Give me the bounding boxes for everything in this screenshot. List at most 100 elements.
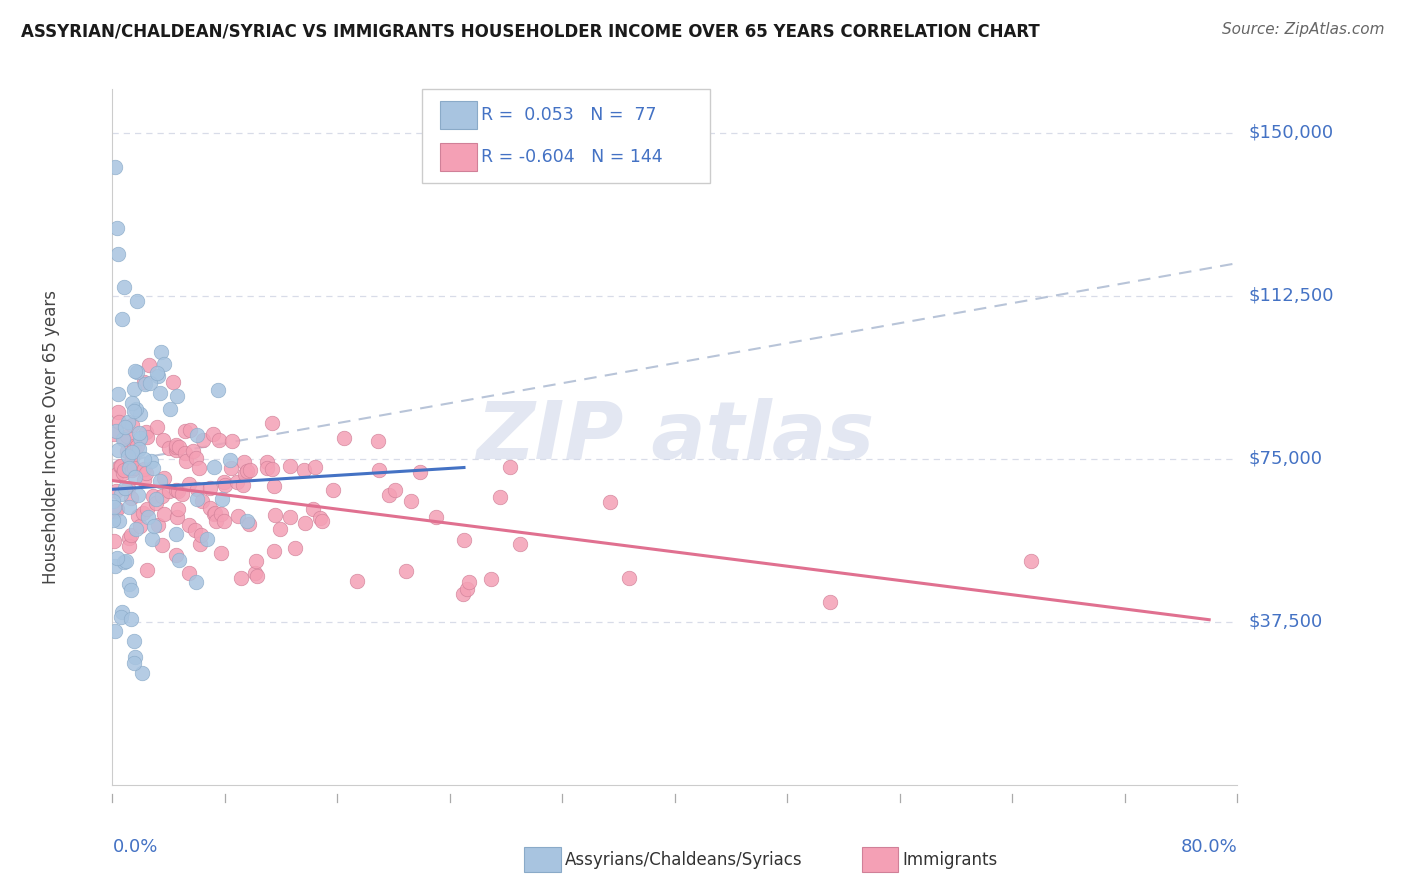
Point [122,438,145,452]
Point [134,376,156,391]
Point [108,514,131,528]
Point [226,508,249,523]
Point [117,449,139,463]
Point [115,444,138,458]
Point [128,487,150,501]
Point [112,463,135,477]
Point [243,566,266,581]
Point [186,427,208,442]
Point [256,460,278,475]
Text: $112,500: $112,500 [1249,286,1334,305]
Point [367,434,389,449]
Point [145,419,167,434]
Point [256,455,278,469]
Point [104,484,127,499]
Text: ASSYRIAN/CHALDEAN/SYRIAC VS IMMIGRANTS HOUSEHOLDER INCOME OVER 65 YEARS CORRELAT: ASSYRIAN/CHALDEAN/SYRIAC VS IMMIGRANTS H… [21,22,1040,40]
Point [150,344,173,359]
Point [104,424,127,438]
Point [304,460,326,475]
Point [101,512,124,526]
Point [333,431,356,445]
Point [191,494,214,508]
Text: $75,000: $75,000 [1249,450,1323,467]
Point [260,461,283,475]
Text: R =  0.053   N =  77: R = 0.053 N = 77 [481,106,657,124]
Point [167,553,190,567]
Point [120,612,142,626]
Point [499,459,522,474]
Point [152,433,174,447]
Point [125,402,148,417]
Text: Householder Income Over 65 years: Householder Income Over 65 years [42,290,59,584]
Point [184,575,207,590]
Point [128,442,150,457]
Point [479,572,502,586]
Point [105,221,128,235]
Point [167,440,190,454]
Point [135,467,157,481]
Point [104,624,127,639]
Point [346,574,368,588]
Point [136,509,159,524]
Point [209,545,232,559]
Point [232,477,254,491]
Point [179,477,201,491]
Point [177,517,200,532]
Point [384,483,406,498]
Point [458,575,481,590]
Point [105,467,128,481]
Point [121,463,143,477]
Point [107,387,129,401]
Text: $37,500: $37,500 [1249,613,1323,631]
Point [308,511,330,525]
Point [599,495,621,509]
Point [118,540,141,554]
Point [112,432,135,446]
Point [118,461,141,475]
Point [138,358,160,372]
Point [201,427,224,442]
Point [209,507,232,521]
Point [190,528,212,542]
Point [205,514,228,528]
Point [125,522,148,536]
Point [236,464,259,478]
Point [174,446,197,460]
Point [103,426,125,441]
Point [121,445,143,459]
Point [165,442,187,457]
Point [122,634,145,648]
Point [101,504,124,518]
Point [165,526,187,541]
Point [399,494,422,508]
Point [190,537,212,551]
Point [122,656,145,670]
Point [118,457,141,471]
Point [132,375,155,389]
Point [112,432,135,446]
Text: R = -0.604   N = 144: R = -0.604 N = 144 [481,148,662,166]
Point [311,514,333,528]
Point [146,517,169,532]
Point [263,544,285,558]
Point [204,460,226,475]
Point [110,458,132,473]
Point [110,487,132,501]
Point [1019,554,1042,568]
Point [260,416,283,430]
Point [322,483,344,497]
Point [152,507,174,521]
Point [186,482,208,496]
Point [409,466,432,480]
Point [181,444,204,458]
Point [617,571,640,585]
Point [117,481,139,495]
Point [118,531,141,545]
Point [509,536,531,550]
Point [453,533,475,548]
Point [198,481,221,495]
Text: Immigrants: Immigrants [903,851,998,869]
Point [112,280,135,294]
Point [114,420,136,434]
Point [280,509,302,524]
